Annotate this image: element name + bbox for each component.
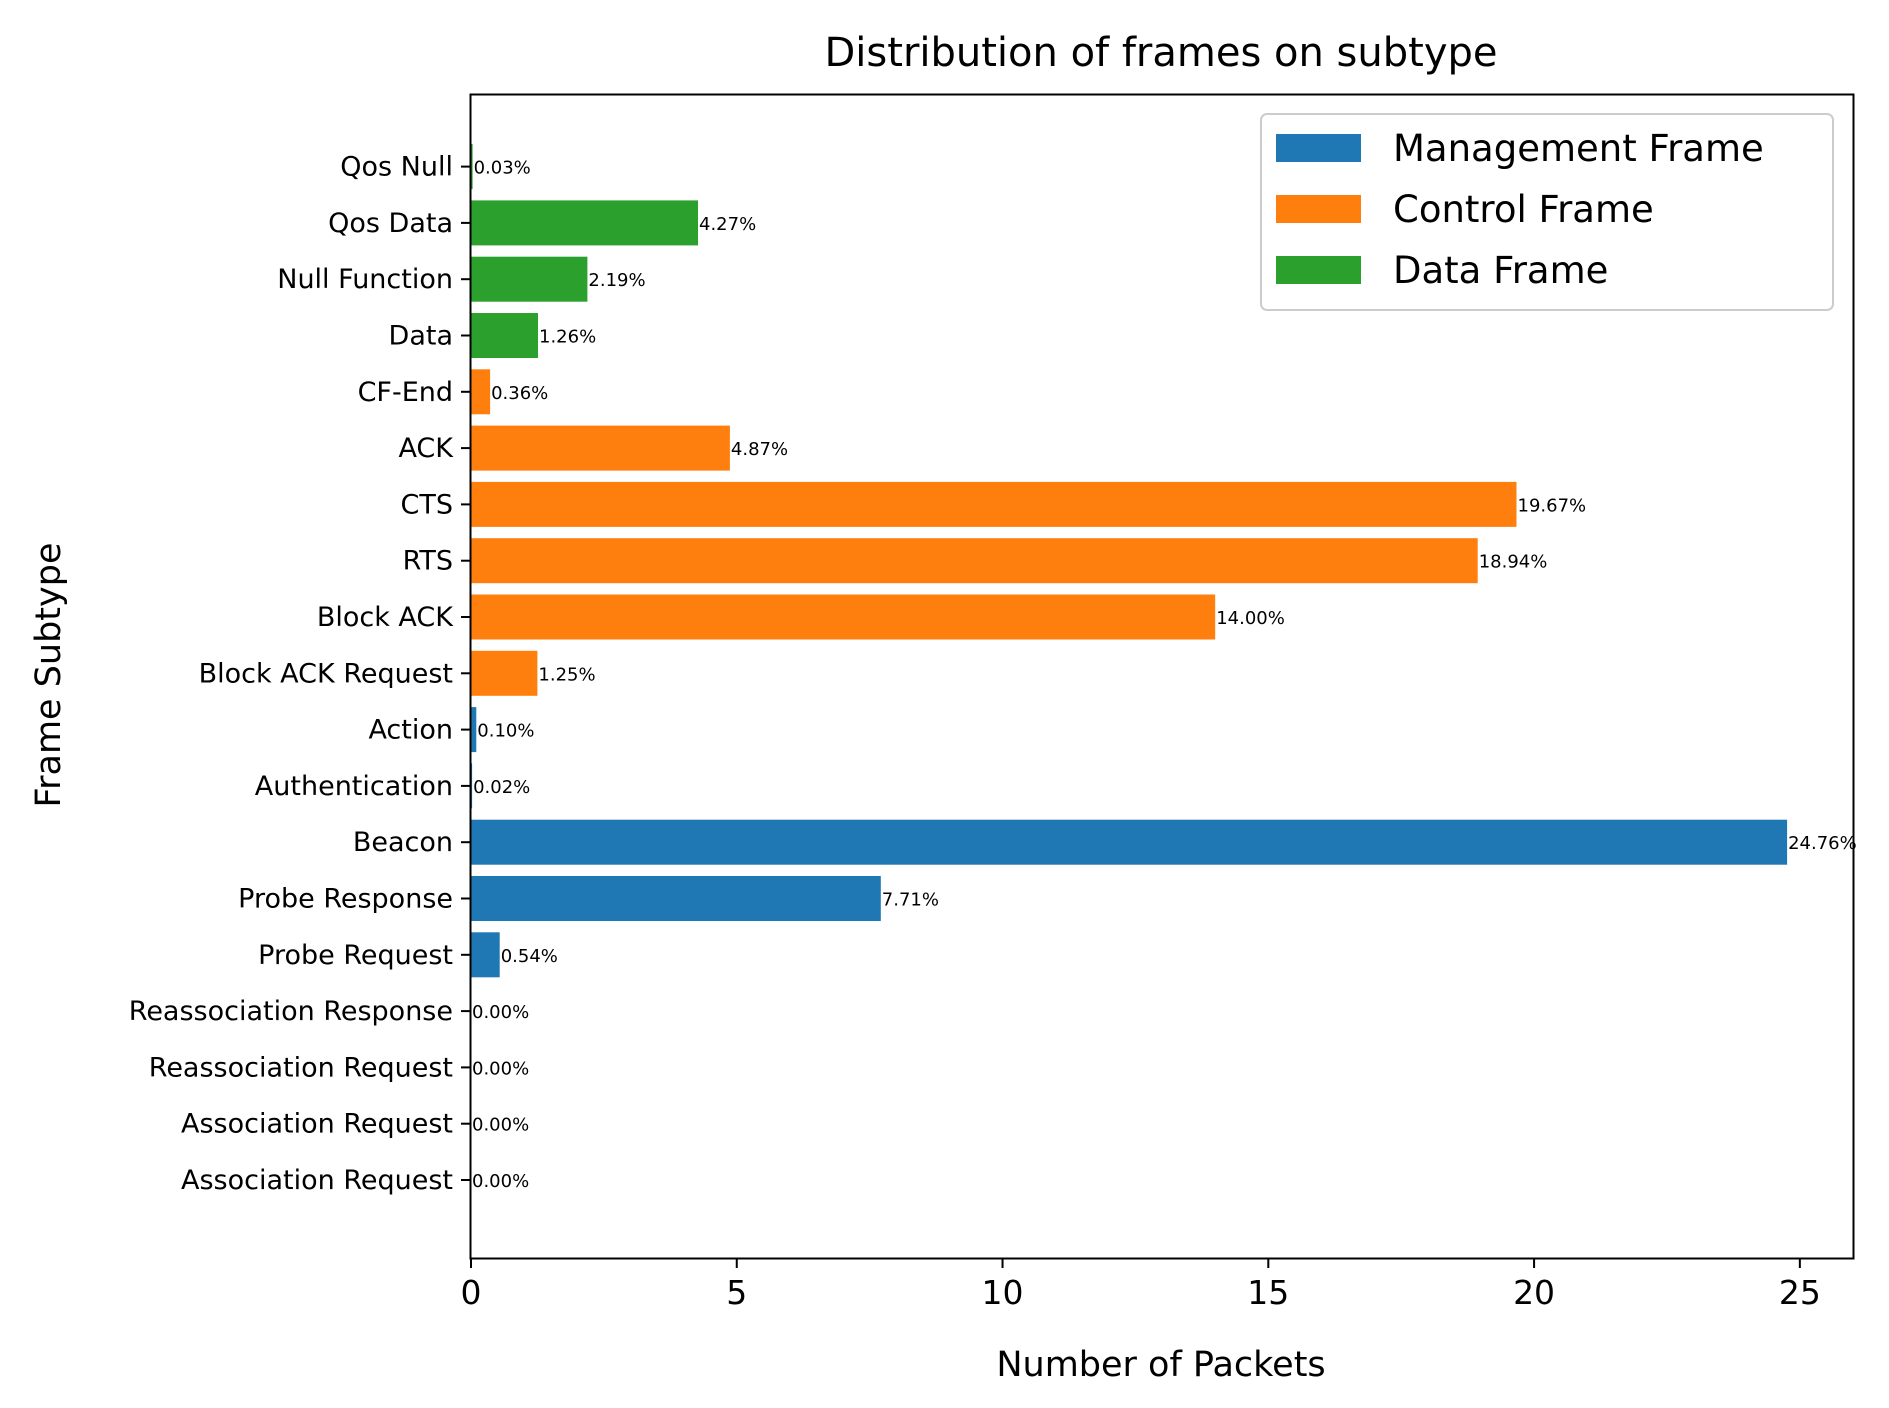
bar-probe-response bbox=[471, 876, 881, 921]
y-tick-label: Qos Data bbox=[328, 208, 453, 239]
bar-beacon bbox=[471, 819, 1788, 865]
data-label: 0.00% bbox=[472, 1115, 529, 1136]
data-label: 0.03% bbox=[474, 158, 531, 179]
legend-swatch bbox=[1276, 134, 1361, 162]
bar-ack bbox=[471, 425, 730, 471]
data-label: 4.27% bbox=[699, 214, 756, 235]
y-tick-label: Block ACK Request bbox=[199, 658, 453, 689]
bar-null-function bbox=[471, 256, 588, 302]
x-tick-label: 15 bbox=[1247, 1273, 1289, 1312]
y-tick-label: Probe Request bbox=[258, 940, 453, 971]
data-label: 0.36% bbox=[491, 383, 548, 404]
data-label: 24.76% bbox=[1788, 833, 1857, 854]
bar-qos-null bbox=[471, 144, 473, 190]
bar-action bbox=[471, 707, 477, 753]
data-label: 14.00% bbox=[1216, 608, 1285, 629]
y-tick-label: CF-End bbox=[358, 377, 453, 408]
data-label: 1.26% bbox=[539, 327, 596, 348]
legend-box bbox=[1260, 113, 1834, 311]
x-tick-label: 10 bbox=[982, 1273, 1024, 1312]
y-tick-label: Association Request bbox=[181, 1165, 453, 1196]
x-tick-label: 25 bbox=[1779, 1273, 1821, 1312]
x-tick-label: 20 bbox=[1513, 1273, 1555, 1312]
y-tick-label: Block ACK bbox=[317, 602, 454, 633]
y-tick-label: ACK bbox=[398, 433, 454, 464]
y-axis-title: Frame Subtype bbox=[29, 543, 69, 808]
data-label: 0.00% bbox=[472, 1171, 529, 1192]
legend: Management Frame Control Frame Data Frame bbox=[1260, 113, 1834, 311]
data-label: 0.54% bbox=[501, 946, 558, 967]
y-tick-label: Association Request bbox=[181, 1109, 453, 1140]
bar-cf-end bbox=[471, 369, 491, 415]
y-tick-label: Qos Null bbox=[340, 152, 453, 183]
data-label: 0.10% bbox=[477, 721, 534, 742]
plot-area-frame bbox=[469, 93, 1855, 1260]
y-tick-label: Reassociation Response bbox=[129, 996, 453, 1027]
legend-label: Management Frame bbox=[1393, 127, 1764, 170]
data-label: 18.94% bbox=[1479, 552, 1548, 573]
data-label: 0.00% bbox=[472, 1058, 529, 1079]
legend-label: Control Frame bbox=[1393, 188, 1654, 231]
y-tick-label: Null Function bbox=[277, 264, 453, 295]
x-tick-label: 5 bbox=[726, 1273, 747, 1312]
bar-qos-data bbox=[471, 200, 698, 246]
legend-label: Data Frame bbox=[1393, 249, 1608, 292]
data-label: 2.19% bbox=[588, 270, 645, 291]
bar-rts bbox=[471, 538, 1478, 584]
chart-title: Distribution of frames on subtype bbox=[825, 30, 1498, 76]
bar-block-ack bbox=[471, 594, 1216, 640]
data-label: 0.00% bbox=[472, 1002, 529, 1023]
data-label: 1.25% bbox=[538, 664, 595, 685]
data-label: 4.87% bbox=[731, 439, 788, 460]
y-tick-label: Action bbox=[368, 715, 453, 746]
data-labels-layer: 0.00% 0.00% 0.00% 0.00% 0.54% 7.71% 24.76% 0.02… bbox=[472, 158, 1857, 1192]
x-axis-title: Number of Packets bbox=[996, 1345, 1325, 1385]
y-tick-label: Beacon bbox=[353, 827, 453, 858]
y-tick-label: Reassociation Request bbox=[149, 1052, 453, 1083]
y-tick-label: RTS bbox=[403, 546, 453, 577]
data-label: 0.02% bbox=[473, 777, 530, 798]
bar-cts bbox=[471, 481, 1517, 527]
bar-block-ack-request bbox=[471, 650, 538, 696]
x-tick-label: 0 bbox=[461, 1273, 482, 1312]
bars-layer bbox=[471, 144, 1788, 978]
y-tick-label: Authentication bbox=[255, 771, 453, 802]
data-label: 7.71% bbox=[882, 890, 939, 911]
ticks-layer: Association Request Association Request Re… bbox=[129, 152, 1821, 1312]
legend-swatch bbox=[1276, 195, 1361, 223]
data-label: 19.67% bbox=[1518, 495, 1587, 516]
bar-authentication bbox=[471, 763, 473, 809]
bar-data bbox=[471, 313, 538, 358]
y-tick-label: Probe Response bbox=[238, 884, 453, 915]
y-tick-label: Data bbox=[389, 321, 453, 352]
y-tick-label: CTS bbox=[401, 489, 453, 520]
bar-probe-request bbox=[471, 932, 500, 978]
legend-swatch bbox=[1276, 256, 1361, 284]
